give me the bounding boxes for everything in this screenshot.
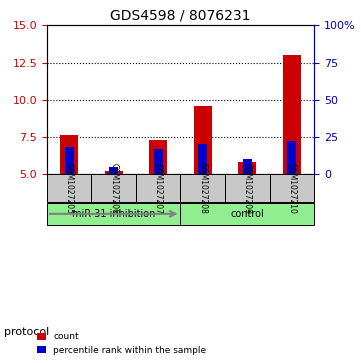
- FancyBboxPatch shape: [180, 174, 225, 202]
- Bar: [149, 140, 167, 174]
- FancyBboxPatch shape: [180, 203, 314, 225]
- Bar: [287, 141, 296, 174]
- Text: control: control: [230, 209, 264, 219]
- FancyBboxPatch shape: [91, 174, 136, 202]
- Text: GSM1027206: GSM1027206: [109, 163, 118, 213]
- Bar: [60, 135, 78, 174]
- Text: protocol: protocol: [4, 327, 49, 337]
- FancyBboxPatch shape: [225, 174, 270, 202]
- Legend: count, percentile rank within the sample: count, percentile rank within the sample: [34, 329, 210, 359]
- FancyBboxPatch shape: [47, 203, 180, 225]
- Text: GSM1027208: GSM1027208: [198, 163, 207, 213]
- FancyBboxPatch shape: [47, 174, 91, 202]
- Bar: [198, 144, 207, 174]
- Bar: [109, 167, 118, 174]
- Bar: [105, 171, 123, 174]
- Text: GSM1027205: GSM1027205: [65, 163, 74, 213]
- FancyBboxPatch shape: [270, 174, 314, 202]
- Bar: [154, 149, 163, 174]
- FancyBboxPatch shape: [136, 174, 180, 202]
- Bar: [243, 159, 252, 174]
- Bar: [65, 147, 74, 174]
- Text: GSM1027209: GSM1027209: [243, 163, 252, 213]
- Text: GSM1027207: GSM1027207: [154, 163, 163, 213]
- Title: GDS4598 / 8076231: GDS4598 / 8076231: [110, 9, 251, 23]
- Bar: [238, 162, 256, 174]
- Text: GSM1027210: GSM1027210: [287, 163, 296, 213]
- Bar: [194, 106, 212, 174]
- Bar: [283, 55, 301, 174]
- Text: miR-31 inhibition: miR-31 inhibition: [72, 209, 155, 219]
